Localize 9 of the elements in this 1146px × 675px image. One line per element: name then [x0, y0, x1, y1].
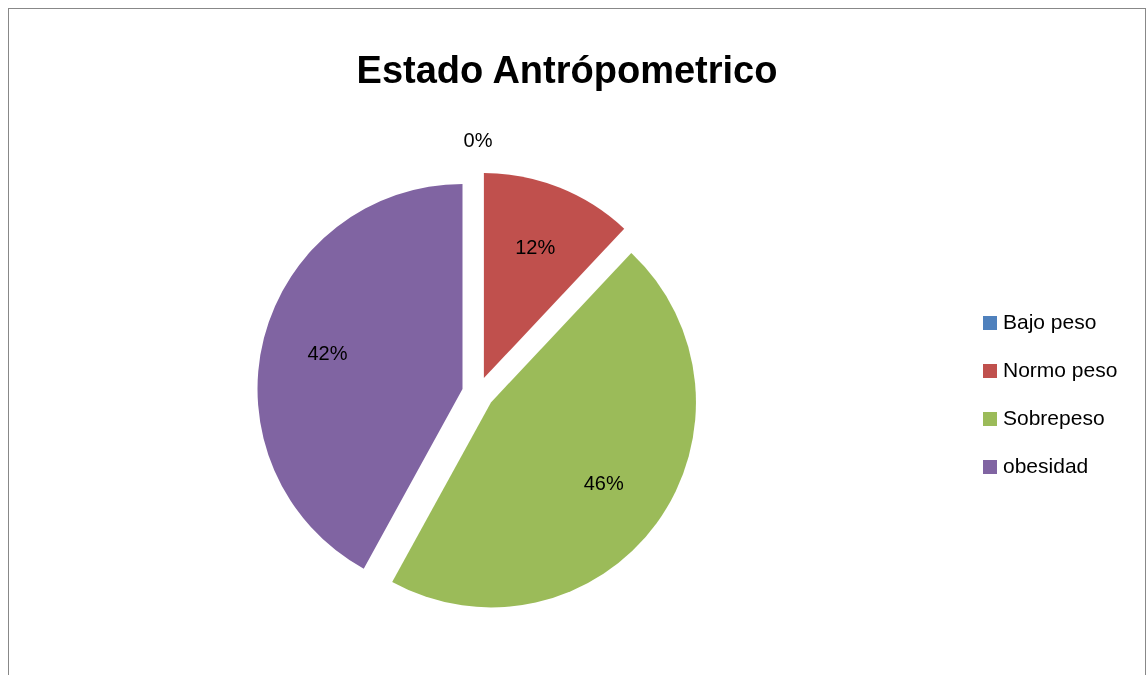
legend-label: Sobrepeso: [1003, 405, 1105, 429]
legend-label: Bajo peso: [1003, 309, 1097, 333]
data-label: 42%: [307, 341, 348, 364]
data-label: 12%: [515, 235, 556, 258]
chart-title: Estado Antrópometrico: [356, 49, 778, 91]
data-label: 46%: [583, 471, 624, 494]
text: 0%: [463, 129, 493, 152]
legend-label: Normo peso: [1003, 357, 1118, 381]
legend-label: obesidad: [1003, 453, 1089, 477]
